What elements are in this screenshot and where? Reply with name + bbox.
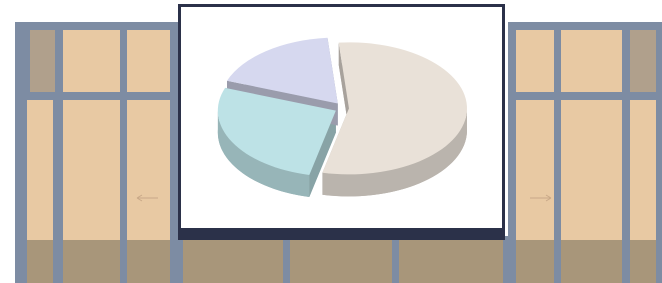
- door-panel: [516, 100, 554, 240]
- right-door: [508, 22, 662, 283]
- door-base: [27, 240, 53, 283]
- cabinet-panel: [290, 240, 392, 283]
- door-panel: [63, 100, 120, 240]
- scene: [0, 0, 662, 283]
- door-panel: [630, 100, 656, 240]
- door-base: [516, 240, 554, 283]
- door-panel: [561, 100, 622, 240]
- door-panel: [516, 30, 554, 92]
- door-base: [630, 240, 656, 283]
- door-base: [127, 240, 170, 283]
- door-base: [63, 240, 120, 283]
- left-door: [15, 22, 178, 283]
- door-panel: [127, 100, 170, 240]
- door-panel: [63, 30, 120, 92]
- door-panel: [127, 30, 170, 92]
- cabinet-panel: [399, 240, 503, 283]
- door-panel: [630, 30, 656, 92]
- cabinet-panel: [183, 240, 283, 283]
- door-panel: [27, 100, 53, 240]
- door-panel: [30, 30, 55, 92]
- door-base: [561, 240, 622, 283]
- door-panel: [561, 30, 622, 92]
